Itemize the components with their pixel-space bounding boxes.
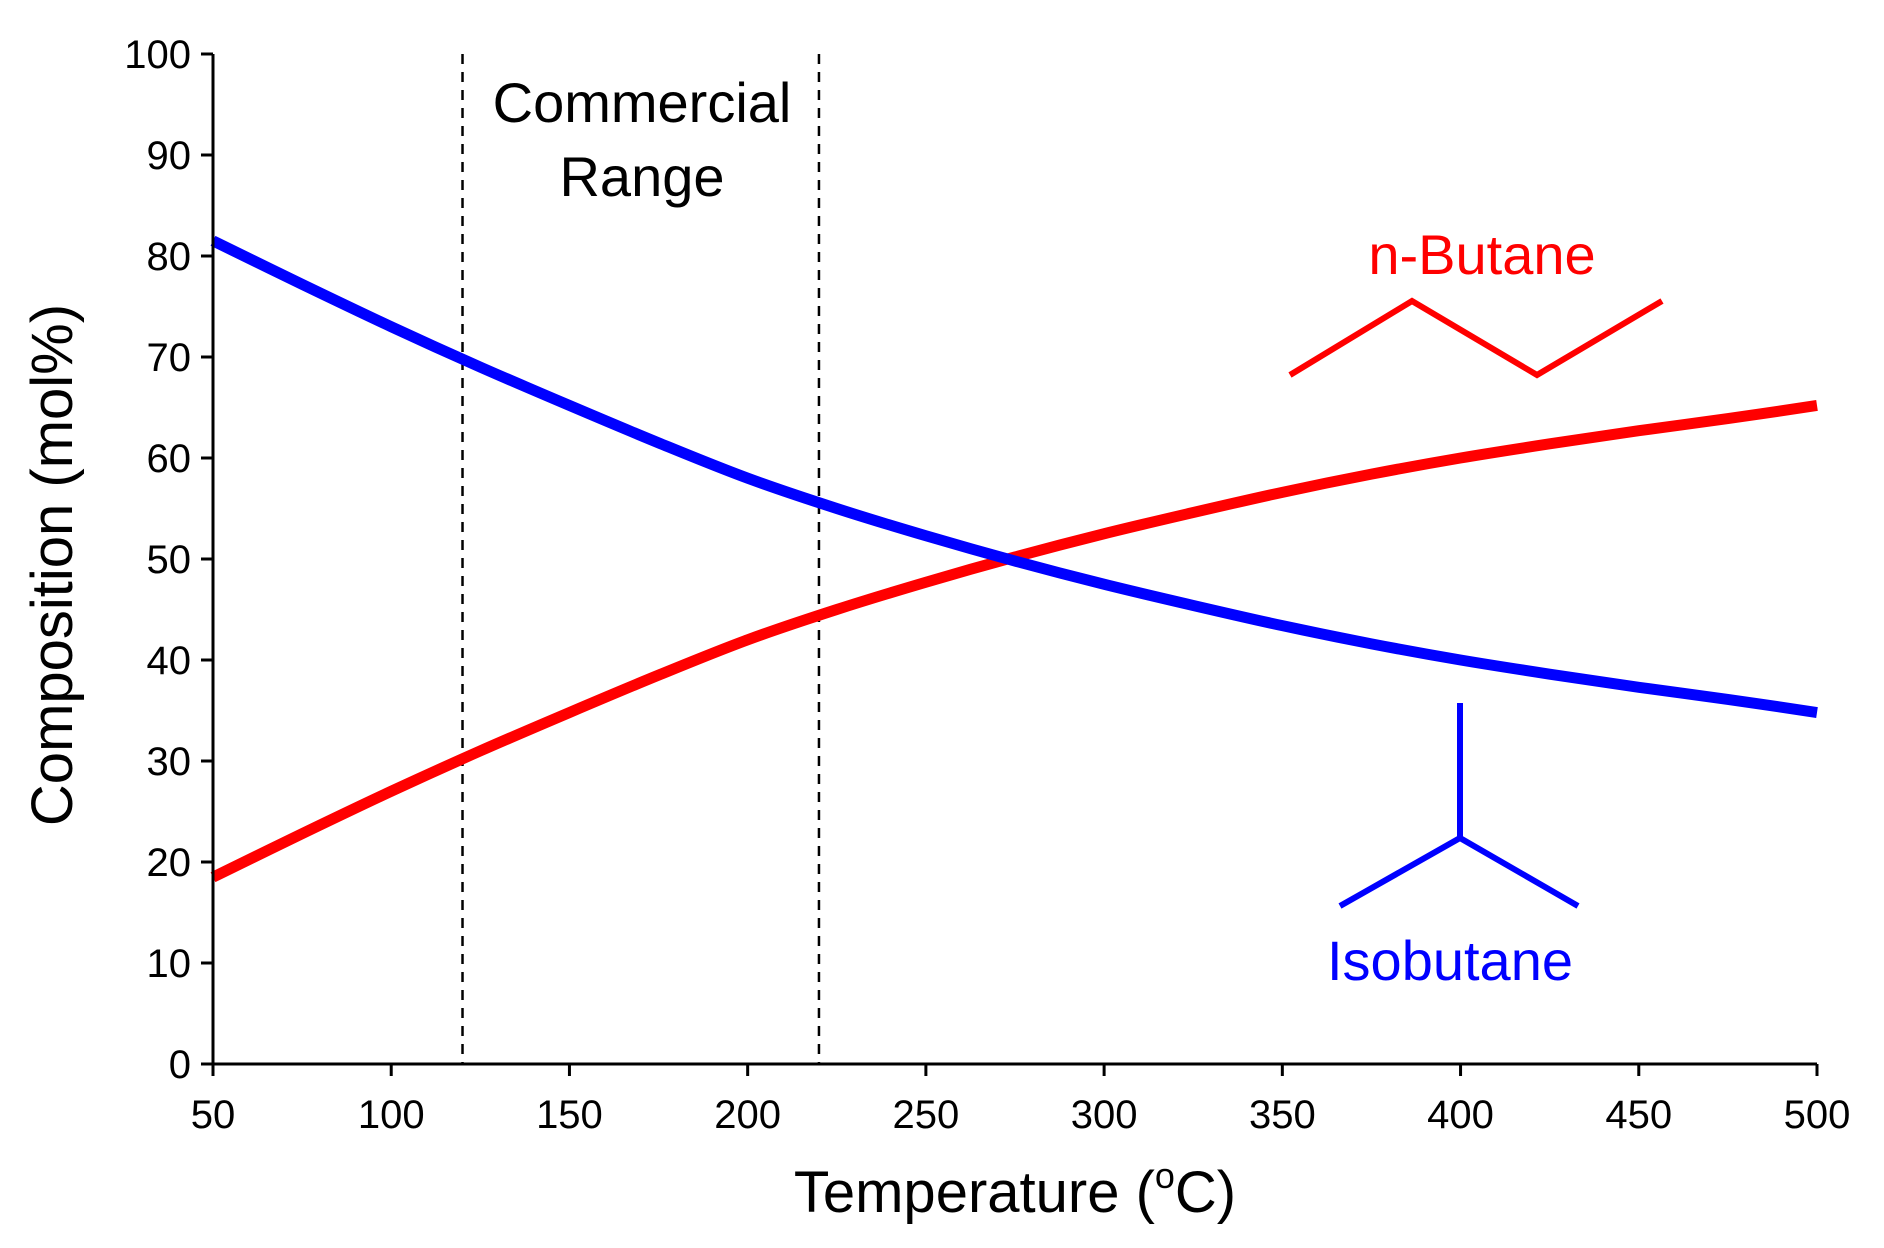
y-tick-label: 90	[147, 134, 192, 178]
x-tick-label: 300	[1071, 1093, 1138, 1137]
n-butane-label: n-Butane	[1368, 223, 1595, 286]
series-line-n-butane	[210, 400, 1818, 883]
x-axis-title-unit: C)	[1175, 1160, 1236, 1225]
y-tick-label: 60	[147, 437, 192, 481]
y-tick-label: 70	[147, 336, 192, 380]
x-axis-title-sup: o	[1155, 1155, 1175, 1196]
y-tick-label: 100	[124, 33, 191, 77]
x-axis-title-main: Temperature (	[794, 1160, 1155, 1225]
x-axis-title: Temperature (oC)	[794, 1155, 1236, 1225]
x-tick-label: 400	[1427, 1093, 1494, 1137]
x-tick-label: 350	[1249, 1093, 1316, 1137]
x-tick-label: 450	[1605, 1093, 1672, 1137]
x-tick-label: 250	[893, 1093, 960, 1137]
y-tick-label: 40	[147, 639, 192, 683]
y-tick-label: 80	[147, 235, 192, 279]
x-tick-label: 150	[536, 1093, 603, 1137]
y-ticks: 0 10 20 30 40 50 60 70 80 90 100	[124, 33, 213, 1087]
isobutane-structure-icon	[1338, 703, 1580, 909]
commercial-range-line1: Commercial	[493, 71, 792, 134]
y-tick-label: 50	[147, 538, 192, 582]
n-butane-structure-icon	[1288, 297, 1664, 379]
commercial-range-line2: Range	[559, 145, 724, 208]
y-tick-label: 10	[147, 942, 192, 986]
isobutane-label: Isobutane	[1327, 929, 1573, 992]
series-line-isobutane	[210, 235, 1818, 718]
x-tick-label: 200	[714, 1093, 781, 1137]
x-tick-label: 100	[358, 1093, 425, 1137]
series-layer	[210, 235, 1818, 883]
reference-lines	[461, 54, 821, 1064]
y-tick-label: 20	[147, 841, 192, 885]
y-tick-label: 0	[169, 1043, 191, 1087]
y-axis-title: Composition (mol%)	[20, 304, 85, 826]
x-ticks: 50 100 150 200 250 300 350 400 450 500	[191, 1064, 1851, 1137]
x-tick-label: 500	[1784, 1093, 1851, 1137]
y-tick-label: 30	[147, 740, 192, 784]
x-tick-label: 50	[191, 1093, 236, 1137]
